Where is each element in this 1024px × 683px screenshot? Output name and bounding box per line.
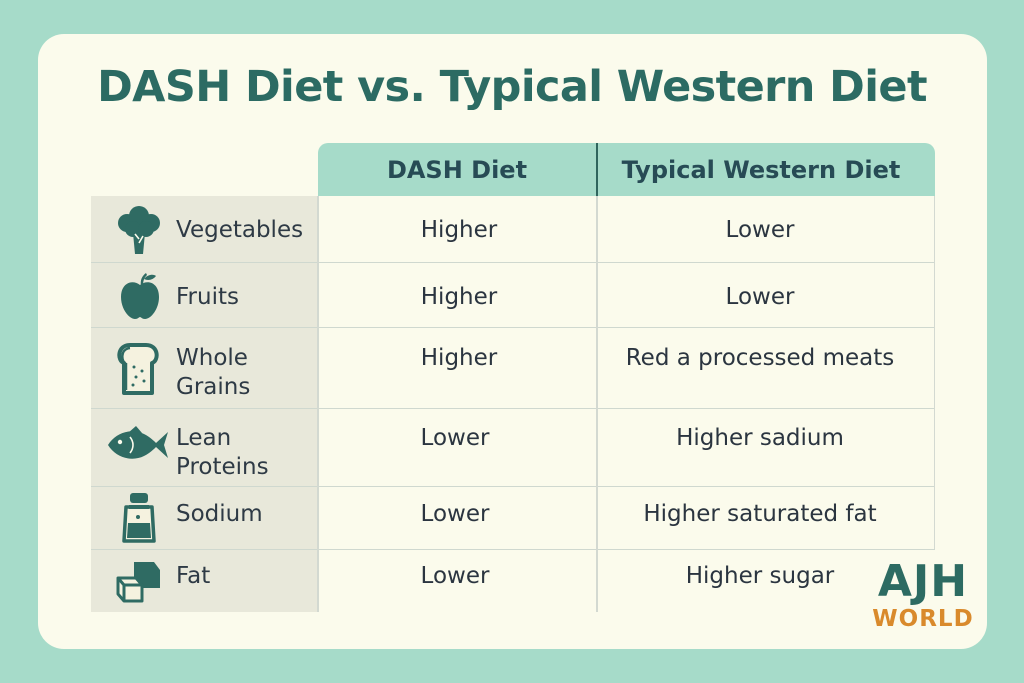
butter-cube-icon bbox=[116, 562, 160, 603]
logo-world-text: WORLD bbox=[872, 606, 974, 632]
row-divider bbox=[91, 549, 935, 550]
salt-shaker-icon bbox=[122, 493, 156, 543]
fish-icon bbox=[108, 426, 168, 459]
table-right-border bbox=[934, 196, 935, 549]
broccoli-icon bbox=[118, 206, 160, 254]
western-cell: Lower bbox=[725, 284, 795, 310]
table-header bbox=[318, 143, 935, 196]
row-label-line: Lean bbox=[176, 425, 232, 451]
apple-icon bbox=[121, 273, 159, 319]
bread-icon bbox=[117, 343, 159, 395]
row-divider bbox=[91, 327, 935, 328]
column-header-western: Typical Western Diet bbox=[621, 156, 901, 184]
row-divider bbox=[91, 262, 935, 263]
row-label-fruits: Fruits bbox=[176, 284, 239, 310]
row-label-line: Whole bbox=[176, 345, 248, 371]
row-label-sodium: Sodium bbox=[176, 501, 263, 527]
header-divider bbox=[596, 143, 598, 196]
column-divider bbox=[317, 196, 319, 612]
western-cell: Higher sugar bbox=[685, 563, 835, 589]
dash-cell: Higher bbox=[420, 345, 498, 371]
dash-cell: Higher bbox=[420, 217, 498, 243]
column-divider bbox=[596, 196, 598, 612]
logo-ajh-text: AJH bbox=[877, 556, 969, 607]
row-label-whole-grains: Whole Grains bbox=[176, 344, 250, 402]
dash-cell: Higher bbox=[420, 284, 498, 310]
dash-cell: Lower bbox=[420, 425, 490, 451]
dash-cell: Lower bbox=[420, 563, 490, 589]
page-title: DASH Diet vs. Typical Western Diet bbox=[97, 62, 927, 112]
western-cell: Red a processed meats bbox=[625, 345, 895, 371]
row-label-lean-proteins: Lean Proteins bbox=[176, 424, 269, 482]
western-cell: Higher saturated fat bbox=[643, 501, 877, 527]
row-label-fat: Fat bbox=[176, 563, 211, 589]
row-label-line: Grains bbox=[176, 374, 251, 400]
dash-cell: Lower bbox=[420, 501, 490, 527]
row-divider bbox=[91, 408, 935, 409]
row-label-vegetables: Vegetables bbox=[176, 217, 304, 243]
western-cell: Lower bbox=[725, 217, 795, 243]
row-label-line: Proteins bbox=[176, 454, 269, 480]
column-header-dash: DASH Diet bbox=[386, 156, 528, 184]
row-divider bbox=[91, 486, 935, 487]
western-cell: Higher sadium bbox=[676, 425, 844, 451]
